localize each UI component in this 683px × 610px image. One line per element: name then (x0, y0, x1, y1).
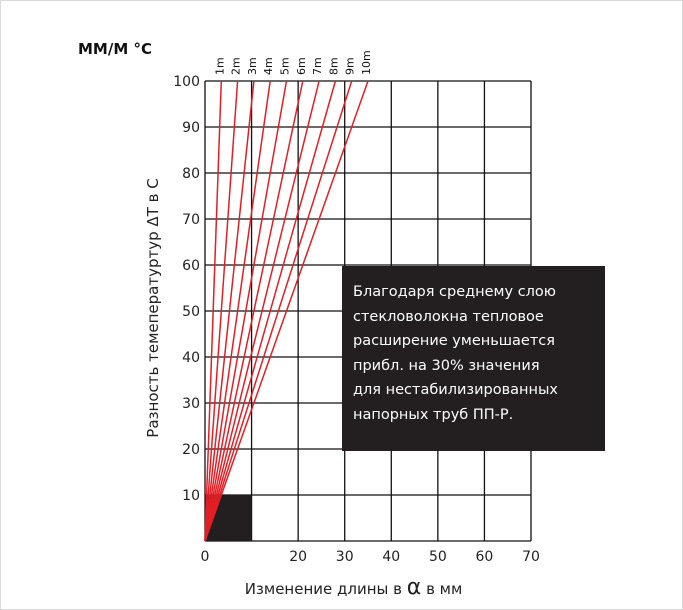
y-tick-label: 10 (182, 488, 200, 504)
x-axis-label-unit: в мм (426, 580, 463, 598)
series-line (204, 80, 304, 542)
series-label: 3m (246, 57, 259, 75)
series-label: 9m (344, 57, 357, 75)
annotation-line: расширение уменьшается (353, 333, 555, 349)
annotation-line: напорных труб ПП-Р. (353, 406, 514, 423)
series-line (204, 80, 271, 542)
annotation-line: Благодаря среднему слою (353, 284, 557, 300)
series-line (204, 80, 255, 542)
y-tick-label: 60 (182, 258, 200, 274)
series-label: 2m (230, 57, 243, 75)
y-tick-label: 30 (182, 396, 200, 412)
series-label: 4m (262, 57, 275, 75)
y-tick-label: 20 (182, 442, 200, 458)
series-line (204, 80, 223, 542)
x-tick-label: 70 (522, 549, 540, 565)
x-tick-label: 30 (336, 549, 354, 565)
series-line (204, 80, 337, 542)
series-label: 1m (213, 57, 226, 75)
annotation-box: Благодаря среднему слою стекловолокна те… (342, 266, 605, 451)
series-line (204, 80, 369, 542)
series-label: 7m (311, 57, 324, 75)
x-tick-label: 40 (382, 549, 400, 565)
y-tick-label: 80 (182, 166, 200, 182)
series-lines (204, 80, 369, 542)
series-line (204, 80, 353, 542)
x-axis-label: Изменение длины в α в мм (0, 575, 683, 600)
x-tick-labels: 0 20 30 40 50 60 70 (201, 549, 540, 565)
y-tick-labels: 10 20 30 40 50 60 70 80 90 100 (173, 74, 200, 504)
series-labels: 1m 2m 3m 4m 5m 6m 7m 8m 9m 10m (213, 50, 373, 75)
series-line (204, 80, 320, 542)
y-tick-label: 40 (182, 350, 200, 366)
series-label: 10m (360, 50, 373, 75)
series-label: 5m (279, 57, 292, 75)
x-tick-label: 20 (289, 549, 307, 565)
series-label: 6m (295, 57, 308, 75)
annotation-line: прибл. на 30% значения (353, 357, 540, 374)
y-tick-label: 100 (173, 74, 200, 90)
y-axis-label: Разность темепературтур ΔT в C (144, 178, 162, 437)
annotation-line: стекловолокна тепловое (353, 308, 544, 325)
unit-label: ММ/М °C (78, 40, 152, 58)
series-line (204, 80, 239, 542)
series-line (204, 80, 288, 542)
y-tick-label: 90 (182, 120, 200, 136)
x-tick-label: 0 (201, 549, 210, 565)
x-tick-label: 60 (476, 549, 494, 565)
alpha-symbol: α (406, 575, 422, 600)
annotation-line: для нестабилизированных (353, 382, 559, 398)
x-axis-label-text: Изменение длины в (244, 580, 402, 598)
series-label: 8m (327, 57, 340, 75)
x-tick-label: 50 (429, 549, 447, 565)
y-tick-label: 70 (182, 212, 200, 228)
y-tick-label: 50 (182, 304, 200, 320)
